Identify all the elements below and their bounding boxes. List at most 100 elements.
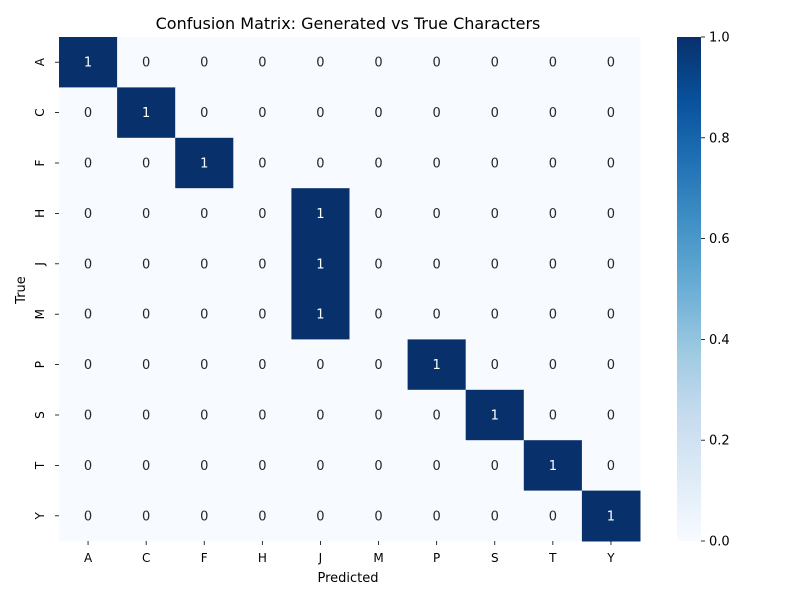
cell-value-label: 0 [549, 308, 557, 323]
heatmap-cell-J-H [233, 238, 292, 290]
heatmap-cell-M-P [407, 289, 467, 340]
cell-value-label: 0 [607, 409, 615, 424]
cell-value-label: 0 [258, 207, 266, 222]
cell-value-label: 0 [607, 157, 615, 172]
cell-value-label: 0 [374, 56, 382, 71]
cell-value-label: 0 [142, 207, 150, 222]
heatmap-cell-P-C [117, 339, 176, 391]
cell-value-label: 0 [433, 509, 441, 524]
cell-value-label: 0 [607, 106, 615, 121]
cell-value-label: 0 [549, 257, 557, 272]
cell-value-label: 0 [316, 358, 324, 373]
cell-value-label: 0 [200, 56, 208, 71]
cell-value-label: 0 [84, 459, 92, 474]
cell-value-label: 0 [374, 257, 382, 272]
colorbar-tick-label: 0.6 [709, 232, 730, 247]
cell-value-label: 0 [84, 308, 92, 323]
cell-value-label: 1 [316, 308, 324, 323]
cell-value-label: 0 [142, 157, 150, 172]
cell-value-label: 0 [433, 157, 441, 172]
heatmap-cell-S-P [407, 389, 467, 441]
heatmap-cell-C-M [349, 87, 409, 139]
colorbar: 0.0 0.2 0.4 0.6 0.8 1.0 [677, 31, 730, 550]
x-tick-label: C [142, 551, 150, 565]
cell-value-label: 0 [491, 257, 499, 272]
heatmap-cell-T-S [465, 440, 525, 492]
cell-value-label: 0 [374, 308, 382, 323]
heatmap-cell-P-M [349, 339, 409, 391]
heatmap-cell-C-Y [581, 87, 641, 139]
heatmap-cell-J-J [291, 238, 350, 290]
y-tick-label: S [33, 411, 47, 419]
cell-value-label: 0 [142, 56, 150, 71]
heatmap-cell-M-A [59, 289, 118, 340]
cell-value-label: 0 [491, 509, 499, 524]
cell-value-label: 0 [316, 459, 324, 474]
cell-value-label: 0 [258, 257, 266, 272]
cell-value-label: 0 [316, 106, 324, 121]
heatmap-cell-F-C [117, 137, 176, 189]
colorbar-gradient [677, 37, 701, 541]
heatmap-cell-J-M [349, 238, 409, 290]
cell-value-label: 0 [258, 308, 266, 323]
heatmap-cell-C-F [175, 87, 234, 139]
cell-value-label: 0 [374, 358, 382, 373]
colorbar-tick-label: 0.2 [709, 434, 730, 449]
heatmap-cell-H-T [523, 188, 583, 240]
cell-value-label: 0 [433, 56, 441, 71]
heatmap-cell-C-T [523, 87, 583, 139]
heatmap-cell-F-S [465, 137, 525, 189]
heatmap-cell-M-H [233, 289, 292, 340]
y-tick-label: J [33, 262, 47, 267]
heatmap-cell-M-J [291, 289, 350, 340]
cell-value-label: 0 [142, 409, 150, 424]
heatmap-cell-A-T [523, 37, 583, 88]
heatmap-cell-F-F [175, 137, 234, 189]
heatmap-cell-C-H [233, 87, 292, 139]
cell-value-label: 0 [374, 106, 382, 121]
cell-value-label: 0 [433, 459, 441, 474]
cell-value-label: 0 [316, 56, 324, 71]
y-tick-label: H [33, 209, 47, 218]
heatmap-cell-H-C [117, 188, 176, 240]
cell-value-label: 0 [433, 308, 441, 323]
colorbar-tick-label: 0.0 [709, 535, 730, 550]
x-tick-label: H [258, 551, 267, 565]
heatmap-cell-A-M [349, 37, 409, 88]
x-axis-label: Predicted [317, 571, 378, 586]
cell-value-label: 0 [258, 409, 266, 424]
cell-value-label: 0 [549, 157, 557, 172]
heatmap-cell-T-H [233, 440, 292, 492]
cell-value-label: 0 [258, 157, 266, 172]
x-tick-label: T [548, 551, 557, 565]
cell-value-label: 1 [84, 56, 92, 71]
heatmap-cell-M-T [523, 289, 583, 340]
heatmap-cell-A-A [59, 37, 118, 88]
cell-value-label: 0 [549, 409, 557, 424]
heatmap-cell-P-A [59, 339, 118, 391]
cell-value-label: 0 [84, 207, 92, 222]
heatmap-cell-S-T [523, 389, 583, 441]
cell-value-label: 0 [200, 257, 208, 272]
heatmap-cell-S-F [175, 389, 234, 441]
cell-value-label: 0 [142, 308, 150, 323]
cell-value-label: 0 [200, 106, 208, 121]
colorbar-tick-label: 1.0 [709, 31, 730, 46]
heatmap-cell-S-J [291, 389, 350, 441]
x-tick-label: S [491, 551, 499, 565]
y-tick-label: M [33, 309, 47, 319]
cell-value-label: 0 [549, 56, 557, 71]
heatmap-cell-H-P [407, 188, 467, 240]
heatmap-cell-F-J [291, 137, 350, 189]
heatmap-cell-Y-H [233, 490, 292, 542]
heatmap-cell-H-Y [581, 188, 641, 240]
cell-value-label: 0 [374, 509, 382, 524]
heatmap-cell-J-C [117, 238, 176, 290]
cell-value-label: 0 [374, 157, 382, 172]
y-tick-label: Y [33, 511, 47, 520]
heatmap-cell-P-Y [581, 339, 641, 391]
y-tick-label: T [33, 461, 47, 470]
x-tick-label: F [201, 551, 208, 565]
